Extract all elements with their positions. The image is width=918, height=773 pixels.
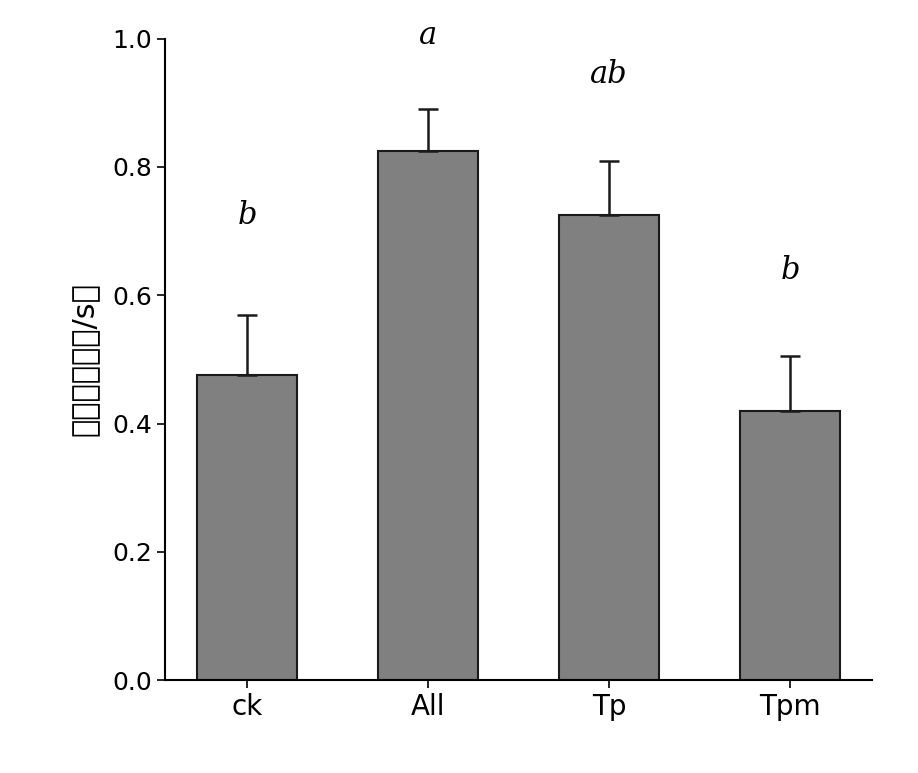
Text: b: b xyxy=(238,200,257,231)
Text: ab: ab xyxy=(590,59,628,90)
Bar xyxy=(378,151,478,680)
Bar xyxy=(741,410,840,680)
Bar xyxy=(197,376,297,680)
Bar xyxy=(559,215,659,680)
Text: b: b xyxy=(780,254,800,286)
Y-axis label: 梳理频次（次/s）: 梳理频次（次/s） xyxy=(69,282,98,437)
Text: a: a xyxy=(420,20,437,52)
